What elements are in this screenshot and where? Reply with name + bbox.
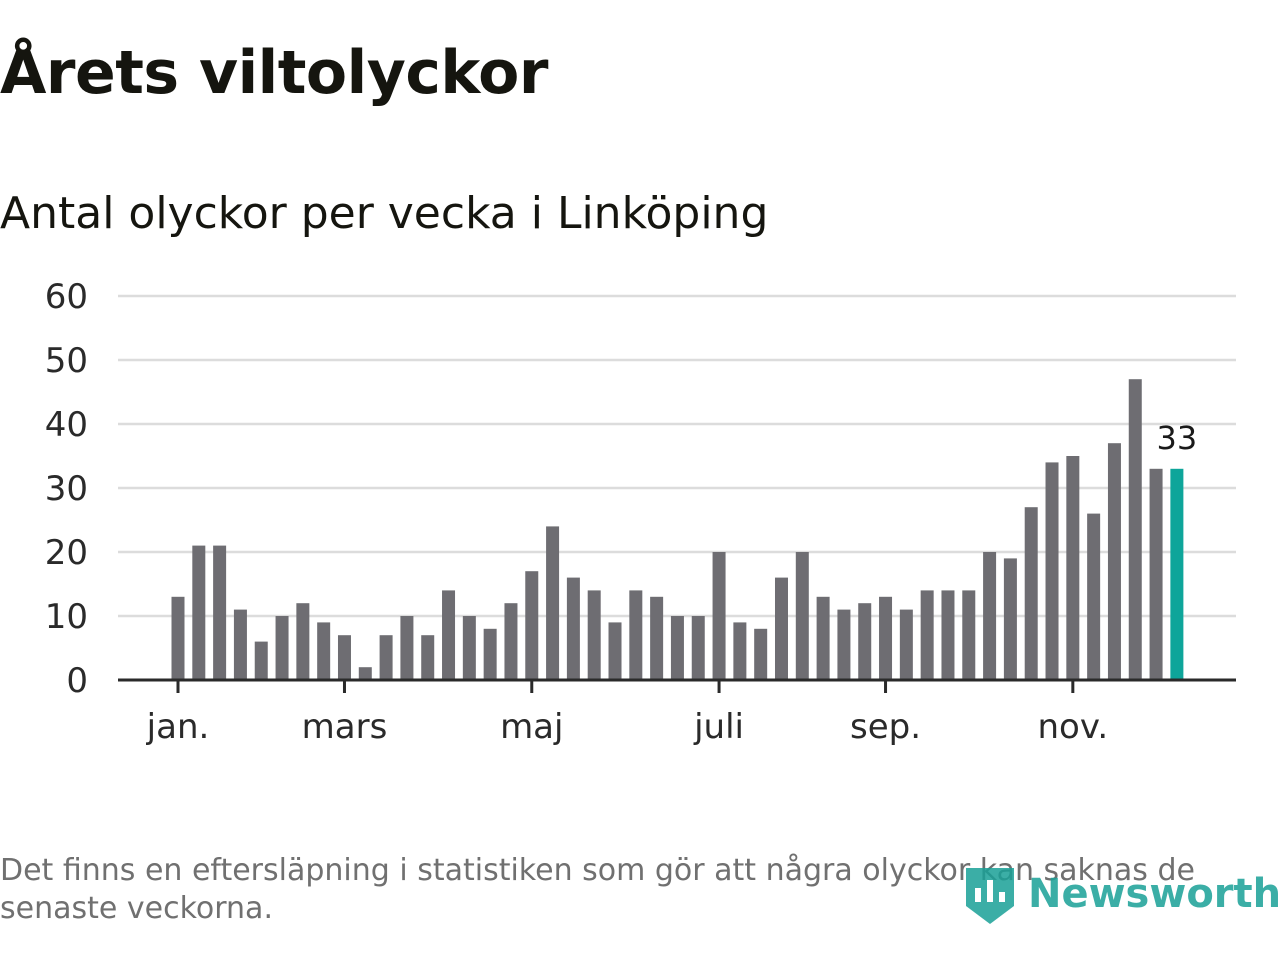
bar: [1024, 507, 1038, 680]
bar: [213, 545, 227, 680]
bar-chart: 0 10 20 30 40 50 60 jan. mars maj juli sep. nov. 33: [45, 277, 1236, 747]
x-tick-label: mars: [302, 707, 388, 747]
bar: [733, 622, 747, 680]
y-tick-label: 30: [45, 469, 88, 509]
bar: [941, 590, 955, 680]
y-tick-label: 10: [45, 597, 88, 637]
data-label-last: 33: [1157, 419, 1198, 457]
bar: [920, 590, 934, 680]
bar: [462, 616, 476, 680]
bar: [1066, 456, 1080, 680]
bar: [400, 616, 414, 680]
bar: [899, 609, 913, 680]
bar: [1087, 513, 1101, 680]
chart-subtitle: Antal olyckor per vecka i Linköping: [0, 188, 769, 239]
x-tick-label: nov.: [1038, 707, 1109, 747]
bar: [233, 609, 247, 680]
bar: [1107, 443, 1121, 680]
x-tick-label: sep.: [850, 707, 921, 747]
bar: [670, 616, 684, 680]
bar: [171, 596, 185, 680]
bar: [1128, 379, 1142, 680]
y-tick-label: 60: [45, 277, 88, 317]
bar: [629, 590, 643, 680]
y-tick-label: 20: [45, 533, 88, 573]
bar: [504, 603, 518, 680]
newsworthy-logo-text: Newsworthy: [1028, 871, 1280, 917]
newsworthy-logo-icon: [966, 868, 1014, 924]
bar: [587, 590, 601, 680]
bar: [879, 596, 893, 680]
bar: [754, 628, 768, 680]
bar: [337, 635, 351, 680]
bar: [1003, 558, 1017, 680]
bar: [608, 622, 622, 680]
bar: [525, 571, 539, 680]
y-tick-label: 40: [45, 405, 88, 445]
bar: [275, 616, 289, 680]
bar: [837, 609, 851, 680]
bar: [1149, 468, 1163, 680]
bar: [317, 622, 331, 680]
newsworthy-logo: Newsworthy: [964, 862, 1280, 926]
bar: [566, 577, 580, 680]
bar: [358, 667, 372, 680]
x-tick-label: maj: [500, 707, 563, 747]
bar: [962, 590, 976, 680]
bar: [774, 577, 788, 680]
y-tick-label: 50: [45, 341, 88, 381]
bar: [254, 641, 268, 680]
bar-highlight: [1170, 468, 1184, 680]
bar: [192, 545, 206, 680]
bar: [546, 526, 560, 680]
x-tick-label: jan.: [146, 707, 210, 747]
bar: [379, 635, 393, 680]
x-tick-label: juli: [693, 707, 744, 747]
bar: [421, 635, 435, 680]
bar: [712, 552, 726, 680]
bar: [483, 628, 497, 680]
bar: [858, 603, 872, 680]
bar: [816, 596, 830, 680]
chart-title: Årets viltolyckor: [0, 38, 549, 108]
bar: [1045, 462, 1059, 680]
y-tick-label: 0: [66, 661, 88, 701]
bar: [691, 616, 705, 680]
bar: [983, 552, 997, 680]
bar: [296, 603, 310, 680]
bar: [442, 590, 456, 680]
bar: [795, 552, 809, 680]
bar: [650, 596, 664, 680]
